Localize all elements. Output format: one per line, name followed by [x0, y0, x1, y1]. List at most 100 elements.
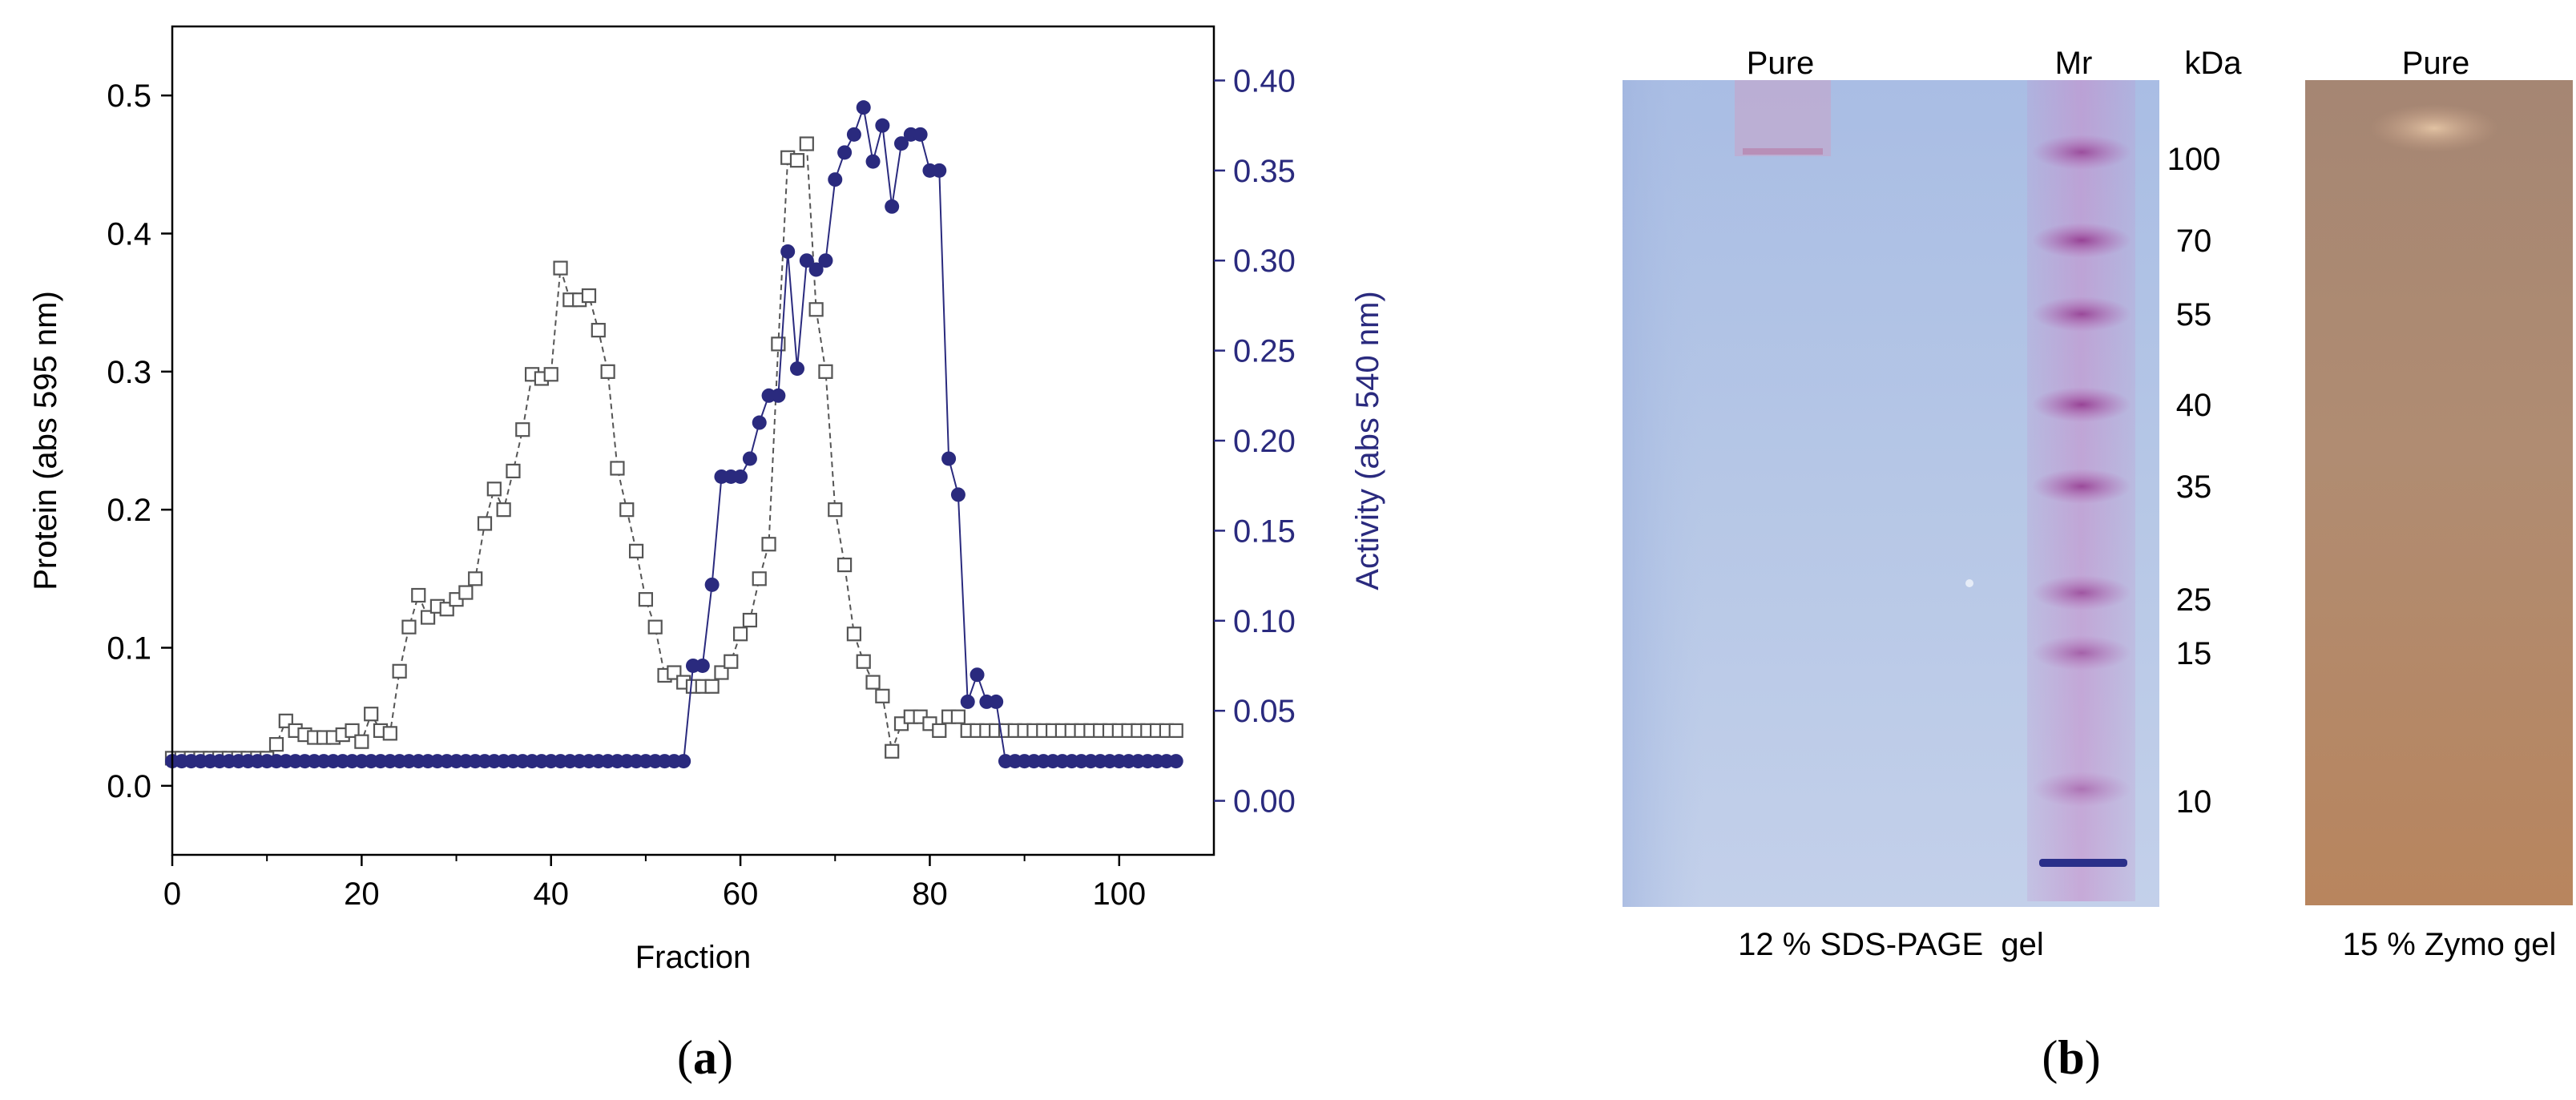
sds-pure-lane-label: Pure: [1747, 46, 1815, 81]
activity-data-point: [752, 415, 767, 430]
left-y-tick-label: 0.2: [107, 493, 151, 528]
sds-kda-label: kDa: [2184, 46, 2242, 81]
elution-profile-chart: 0 20 40 60 80 100 0.0 0.1 0.2 0.3 0.4 0.5 0.00 0.05…: [28, 25, 1385, 1084]
protein-data-point: [486, 482, 502, 497]
panel-b-label: (b): [2042, 1031, 2100, 1084]
marker-size-label: 35: [2176, 469, 2212, 505]
activity-data-point: [704, 577, 720, 592]
protein-data-point: [647, 619, 663, 635]
x-tick-label: 100: [1092, 876, 1146, 912]
activity-data-point: [1168, 754, 1183, 769]
panel-a-label: (a): [677, 1031, 733, 1084]
ladder-band: [2032, 387, 2131, 422]
protein-data-point: [875, 688, 890, 703]
ladder-band: [2032, 772, 2131, 807]
activity-data-point: [894, 136, 909, 151]
zymo-gel-background: [2305, 80, 2573, 905]
right-y-axis-ticks: 0.00 0.05 0.10 0.15 0.20 0.25 0.30 0.35 0.40: [1214, 63, 1296, 820]
protein-data-point: [411, 587, 426, 603]
activity-data-point: [780, 244, 796, 259]
protein-data-point: [600, 364, 615, 379]
activity-data-point: [856, 100, 871, 115]
protein-data-point: [789, 153, 805, 168]
protein-data-point: [828, 502, 843, 518]
activity-data-point: [865, 154, 881, 169]
sds-pure-lane-well: [1735, 80, 1831, 156]
right-y-tick-label: 0.35: [1233, 154, 1296, 189]
right-y-tick-label: 0.00: [1233, 784, 1296, 820]
gel-images: Pure Mr kDa 100 70 55 40 35 25 15 10 12 % SDS-P…: [1623, 46, 2573, 1084]
protein-data-point: [619, 502, 635, 518]
protein-data-point: [345, 723, 360, 739]
x-tick-label: 0: [163, 876, 181, 912]
protein-data-point: [268, 737, 284, 752]
sds-pure-band: [1743, 148, 1823, 155]
left-y-tick-label: 0.1: [107, 631, 151, 667]
zymogram-gel: Pure 15 % Zymo gel: [2305, 46, 2573, 962]
protein-data-point: [581, 288, 597, 304]
right-y-tick-label: 0.10: [1233, 604, 1296, 639]
protein-data-point: [553, 260, 568, 276]
protein-data-point: [420, 610, 436, 625]
protein-data-point: [506, 463, 521, 479]
right-y-tick-label: 0.25: [1233, 334, 1296, 369]
marker-size-label: 10: [2176, 784, 2212, 820]
activity-data-point: [875, 118, 890, 133]
activity-data-point: [790, 361, 804, 377]
ladder-band: [2032, 635, 2131, 671]
protein-data-point: [392, 663, 407, 679]
right-y-tick-label: 0.05: [1233, 694, 1296, 729]
activity-data-point: [837, 145, 853, 160]
marker-size-label: 40: [2176, 388, 2212, 423]
protein-data-point: [846, 627, 862, 642]
activity-data-point: [695, 658, 710, 673]
protein-data-point: [496, 502, 511, 518]
protein-data-point: [761, 537, 776, 552]
sds-ladder-bands: [2032, 135, 2131, 807]
zymo-pure-lane-label: Pure: [2402, 46, 2470, 81]
protein-data-point: [865, 675, 881, 690]
marker-size-label: 100: [2167, 142, 2221, 177]
protein-data-point: [836, 557, 853, 573]
protein-data-point: [742, 612, 758, 628]
protein-data-point: [638, 592, 654, 607]
protein-data-point: [704, 679, 720, 694]
protein-data-point: [1168, 723, 1183, 739]
protein-data-point: [477, 516, 493, 531]
x-tick-label: 20: [344, 876, 380, 912]
activity-data-point: [742, 451, 757, 466]
activity-data-point: [960, 694, 975, 709]
right-y-tick-label: 0.40: [1233, 63, 1296, 99]
activity-data-point: [818, 253, 833, 268]
protein-data-point: [950, 709, 966, 724]
right-y-tick-label: 0.20: [1233, 424, 1296, 459]
protein-data-point: [799, 136, 814, 151]
protein-data-point: [724, 654, 739, 669]
left-y-axis-ticks: 0.0 0.1 0.2 0.3 0.4 0.5: [107, 79, 172, 804]
activity-data-point: [733, 469, 748, 484]
activity-data-point: [989, 694, 1004, 709]
ladder-band: [2032, 296, 2131, 332]
sds-gel-speck: [1965, 579, 1973, 587]
activity-data-point: [846, 127, 861, 142]
marker-size-label: 15: [2176, 636, 2212, 671]
zymo-activity-band: [2370, 104, 2498, 152]
protein-data-point: [364, 707, 379, 722]
protein-data-point: [714, 665, 729, 680]
marker-size-label: 55: [2176, 297, 2212, 332]
left-y-tick-label: 0.4: [107, 217, 151, 252]
x-axis-ticks: 0 20 40 60 80 100: [163, 855, 1146, 912]
activity-data-point: [885, 199, 900, 214]
left-y-tick-label: 0.3: [107, 355, 151, 390]
left-y-tick-label: 0.5: [107, 79, 151, 114]
marker-size-label: 25: [2176, 582, 2212, 618]
protein-data-point: [818, 364, 833, 379]
x-tick-label: 40: [533, 876, 569, 912]
sds-gel-caption: 12 % SDS-PAGE gel: [1738, 927, 2044, 962]
protein-data-point: [401, 619, 417, 635]
activity-data-point: [799, 253, 814, 268]
zymo-gel-caption: 15 % Zymo gel: [2343, 927, 2557, 962]
protein-data-point: [932, 723, 947, 739]
